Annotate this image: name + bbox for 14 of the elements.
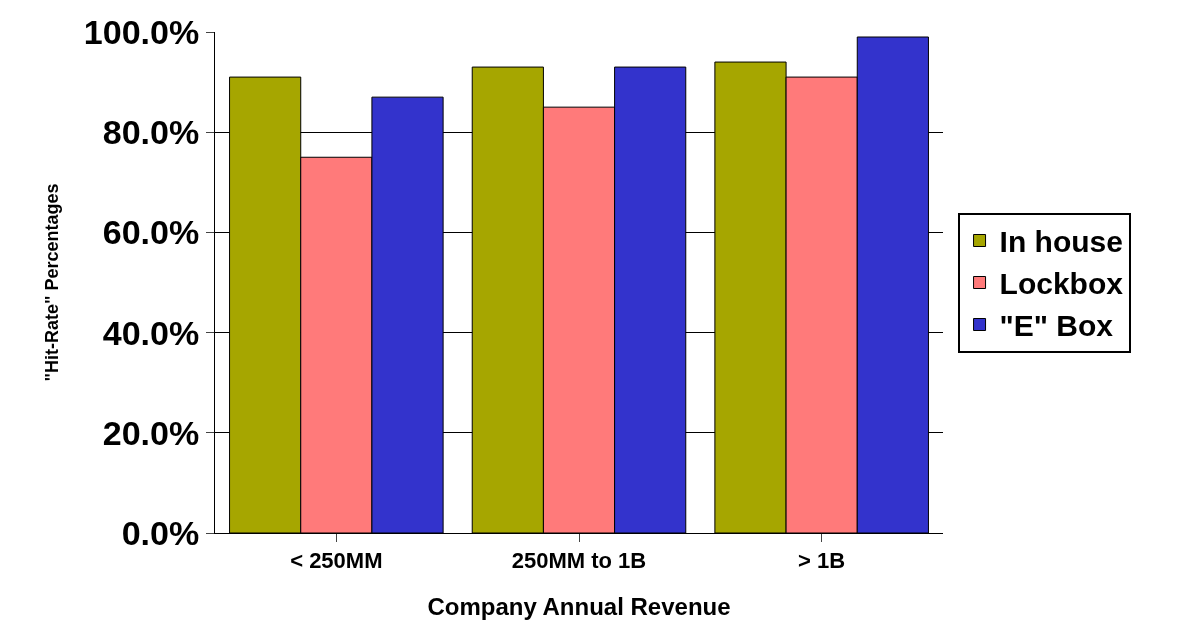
legend-label: "E" Box — [999, 309, 1114, 343]
x-tick-label: 250MM to 1B — [511, 548, 647, 574]
x-tick-label: > 1B — [798, 548, 846, 574]
x-axis-title: Company Annual Revenue — [427, 592, 731, 620]
y-axis-title: "Hit-Rate" Percentages — [42, 183, 63, 382]
y-tick-label: 0.0% — [121, 513, 200, 552]
legend-label: Lockbox — [999, 267, 1124, 301]
y-tick-label: 80.0% — [102, 113, 200, 152]
x-tick-label: < 250MM — [290, 548, 383, 574]
y-tick-label: 60.0% — [102, 213, 200, 252]
legend-label: In house — [999, 225, 1123, 259]
y-tick-label: 40.0% — [102, 313, 200, 352]
y-tick-label: 20.0% — [102, 413, 200, 452]
y-tick-label: 100.0% — [83, 12, 200, 51]
